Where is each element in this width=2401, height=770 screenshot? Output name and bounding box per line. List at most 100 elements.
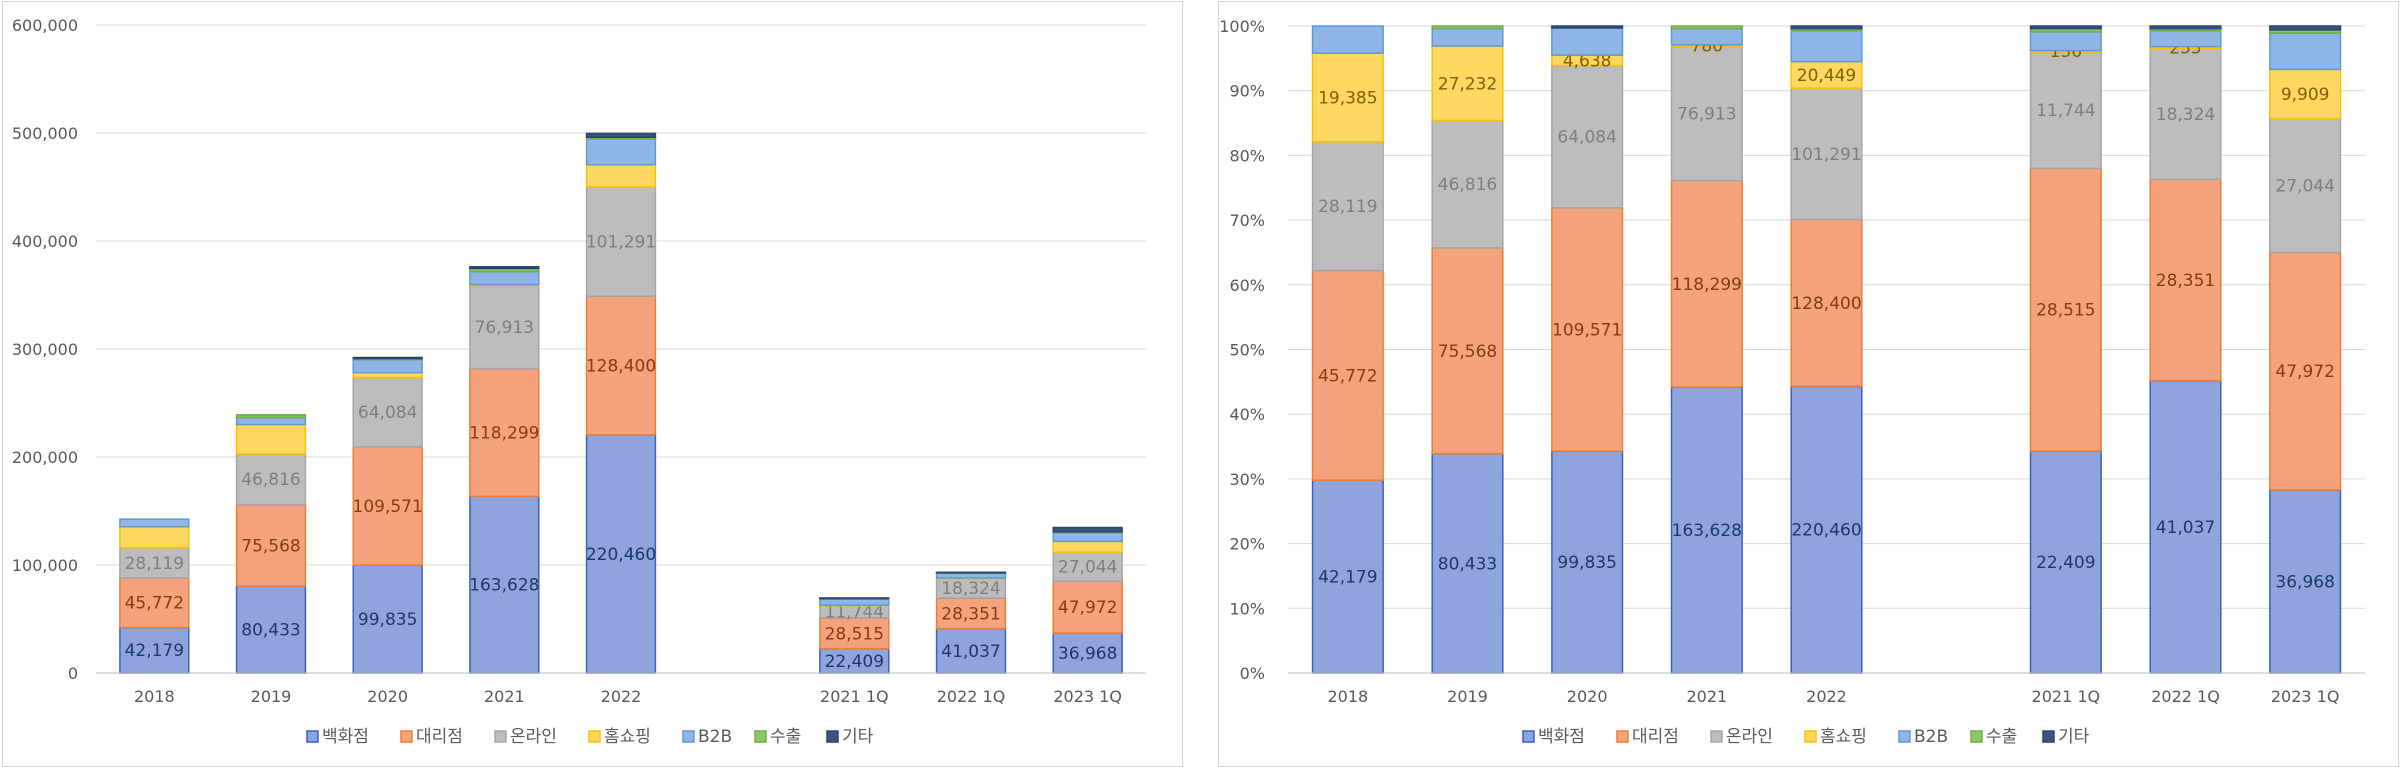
legend-label: 백화점 xyxy=(322,727,369,747)
data-label: 18,324 xyxy=(2156,105,2215,125)
legend-swatch xyxy=(400,730,413,743)
bar-segment xyxy=(1311,25,1384,54)
x-tick-label: 2022 xyxy=(601,687,642,706)
bar-segment xyxy=(1431,25,1504,30)
legend-label: 기타 xyxy=(2058,727,2090,747)
bar-segment xyxy=(585,295,657,436)
data-label: 18,324 xyxy=(941,579,1000,599)
data-label: 163,628 xyxy=(1672,521,1742,541)
data-label: 28,351 xyxy=(941,604,1000,624)
data-label: 163,628 xyxy=(469,576,539,596)
bar-segment xyxy=(2029,51,2102,170)
y-tick-label: 0% xyxy=(1240,664,1265,683)
legend-swatch xyxy=(2042,730,2055,743)
data-label: 76,913 xyxy=(1677,104,1736,124)
x-tick-label: 2021 xyxy=(1686,687,1727,706)
bar-segment xyxy=(2029,450,2102,674)
x-tick-label: 2021 1Q xyxy=(2032,687,2101,706)
bar-segment xyxy=(585,186,657,297)
chart-svg-percent: 0% 10% 20% 30% 40% 50% 60% 70% 80% 90% 100% 2018 201… xyxy=(1219,17,2365,747)
data-label: 75,568 xyxy=(241,536,300,556)
bar-segment xyxy=(352,376,423,448)
data-label: 27,044 xyxy=(2275,176,2334,196)
x-tick-label: 2022 1Q xyxy=(937,687,1006,706)
bar-segment xyxy=(235,585,307,674)
bar-segment xyxy=(352,356,423,360)
bar-segment xyxy=(1431,27,1504,47)
data-label: 128,400 xyxy=(586,357,656,377)
legend-swatch xyxy=(826,730,839,743)
data-label: 101,291 xyxy=(1791,145,1861,165)
y-tick-label: 400,000 xyxy=(12,232,78,251)
data-label: 22,409 xyxy=(825,652,884,672)
chart-svg-amounts: 0 100,000 200,000 300,000 400,000 500,000 600,… xyxy=(12,16,1146,747)
bar-segment xyxy=(1790,29,1863,63)
legend-label: B2B xyxy=(698,727,732,747)
bar-segment xyxy=(2269,251,2342,491)
legend-label: 수출 xyxy=(770,727,801,747)
legend-swatch xyxy=(494,730,507,743)
bar-segment xyxy=(235,414,307,419)
y-tick-label: 50% xyxy=(1229,341,1265,360)
legend-label: 대리점 xyxy=(1632,727,1679,747)
y-tick-label: 90% xyxy=(1229,82,1265,101)
data-label: 47,972 xyxy=(2275,362,2334,382)
x-tick-label: 2018 xyxy=(1327,687,1368,706)
legend-swatch xyxy=(1970,730,1983,743)
data-label: 11,744 xyxy=(2036,101,2095,121)
x-tick-label: 2020 xyxy=(1567,687,1608,706)
bar-segment xyxy=(1670,27,1743,46)
data-label: 27,044 xyxy=(1058,558,1117,578)
y-tick-label: 500,000 xyxy=(12,124,78,143)
data-label: 118,299 xyxy=(469,423,539,443)
data-label: 46,816 xyxy=(241,470,300,490)
bar-segment xyxy=(2269,68,2342,120)
x-tick-label: 2021 1Q xyxy=(820,687,889,706)
bar-segment xyxy=(1670,25,1743,30)
data-label: 28,119 xyxy=(1318,197,1377,217)
data-label: 220,460 xyxy=(1791,521,1861,541)
data-label: 28,515 xyxy=(2036,301,2095,321)
data-label: 99,835 xyxy=(1557,553,1616,573)
legend-swatch xyxy=(682,730,695,743)
bar-segment xyxy=(1551,207,1624,452)
bar-segment xyxy=(1431,452,1504,674)
y-tick-label: 100,000 xyxy=(12,556,78,575)
bar-segment xyxy=(1670,45,1743,182)
x-tick-label: 2021 xyxy=(484,687,525,706)
bar-segment xyxy=(352,446,423,566)
bar-segment xyxy=(352,371,423,379)
data-label: 109,571 xyxy=(353,497,423,517)
legend-swatch xyxy=(1804,730,1817,743)
legend-label: 온라인 xyxy=(1726,727,1773,747)
x-tick-label: 2018 xyxy=(134,687,175,706)
data-label: 42,179 xyxy=(125,641,184,661)
bar-segment xyxy=(935,597,1007,630)
bar-segment xyxy=(1790,385,1863,674)
y-tick-label: 60% xyxy=(1229,276,1265,295)
x-tick-label: 2019 xyxy=(251,687,292,706)
bar-segment xyxy=(935,571,1007,574)
data-label: 4,638 xyxy=(1563,51,1612,71)
legend-swatch xyxy=(1522,730,1535,743)
bar-segment xyxy=(1052,540,1123,553)
legend-label: 대리점 xyxy=(416,727,463,747)
x-tick-label: 2022 xyxy=(1806,687,1847,706)
bar-segment xyxy=(1670,386,1743,674)
bar-segment xyxy=(235,423,307,455)
y-tick-label: 40% xyxy=(1229,405,1265,424)
bar-segment xyxy=(2149,29,2222,48)
y-tick-label: 70% xyxy=(1229,211,1265,230)
bar-segment xyxy=(1670,179,1743,388)
bar-segment xyxy=(119,546,190,579)
bar-segment xyxy=(819,617,890,650)
data-label: 9,909 xyxy=(2281,85,2330,105)
bar-segment xyxy=(1431,247,1504,455)
x-tick-label: 2023 1Q xyxy=(1053,687,1122,706)
data-label: 47,972 xyxy=(1058,598,1117,618)
data-label: 99,835 xyxy=(358,610,417,630)
bar-segment xyxy=(469,495,540,674)
legend-label: 백화점 xyxy=(1538,727,1585,747)
legend-label: 홈쇼핑 xyxy=(1820,727,1867,747)
bar-segment xyxy=(469,367,540,498)
